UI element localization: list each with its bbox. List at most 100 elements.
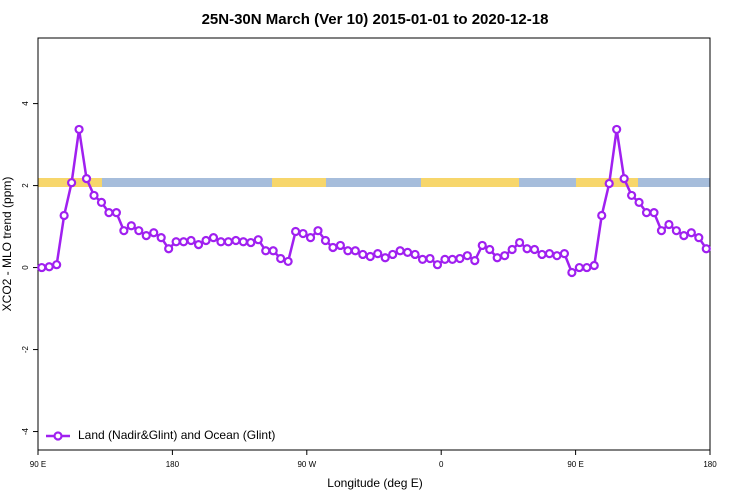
data-point <box>477 240 487 251</box>
data-point <box>492 253 502 263</box>
data-point <box>238 237 248 247</box>
data-point <box>403 247 413 258</box>
data-point <box>89 190 99 201</box>
legend-label: Land (Nadir&Glint) and Ocean (Glint) <box>78 428 275 442</box>
data-point <box>537 249 547 260</box>
data-point <box>179 237 189 247</box>
ocean-strip <box>38 178 710 187</box>
data-point <box>641 208 652 218</box>
data-point <box>313 226 323 236</box>
data-point <box>253 235 263 245</box>
data-point <box>343 246 353 256</box>
data-point <box>552 251 562 261</box>
data-point <box>111 208 122 218</box>
plot-frame <box>37 37 711 451</box>
x-tick-label: 90 E <box>567 460 583 469</box>
data-point <box>44 262 54 272</box>
data-point <box>500 251 510 261</box>
data-point <box>96 197 107 207</box>
data-point <box>470 256 480 266</box>
data-point <box>686 228 696 238</box>
y-tick-label: -2 <box>21 345 30 353</box>
land-strip <box>421 178 519 187</box>
data-point <box>328 242 338 253</box>
data-point <box>440 254 450 264</box>
data-point <box>298 228 308 239</box>
data-point <box>447 254 457 264</box>
data-point <box>559 249 570 259</box>
y-tick-label: 4 <box>21 101 30 106</box>
data-point <box>626 190 637 201</box>
data-point <box>574 262 584 273</box>
data-point <box>507 244 517 255</box>
data-point <box>694 233 704 243</box>
data-point <box>462 251 472 261</box>
data-point <box>126 221 136 231</box>
data-point <box>522 244 532 254</box>
data-point <box>567 267 577 278</box>
data-point <box>208 233 219 243</box>
data-point <box>544 249 555 259</box>
x-axis-label: Longitude (deg E) <box>327 476 422 490</box>
data-point <box>37 262 47 273</box>
y-tick-label: 2 <box>21 183 30 188</box>
data-point <box>246 237 256 248</box>
y-tick-label: 0 <box>21 265 30 270</box>
data-point <box>320 235 331 246</box>
legend-marker <box>53 431 63 441</box>
data-point <box>171 237 181 247</box>
data-point <box>634 197 644 207</box>
data-point <box>604 178 614 189</box>
data-point <box>701 244 711 254</box>
data-point <box>529 244 540 255</box>
data-point <box>66 178 77 188</box>
data-point <box>156 233 166 243</box>
data-point <box>589 260 599 271</box>
data-point <box>656 226 667 236</box>
data-point <box>455 253 465 264</box>
data-point <box>358 249 368 260</box>
data-point <box>134 226 144 236</box>
x-tick-label: 90 W <box>297 460 316 469</box>
data-point <box>365 251 375 262</box>
data-point <box>597 210 607 221</box>
data-point <box>52 260 62 270</box>
data-point <box>223 237 233 247</box>
data-point <box>216 237 226 247</box>
data-point <box>619 174 629 184</box>
data-point <box>149 228 159 238</box>
x-tick-label: 90 E <box>30 460 46 469</box>
data-point <box>305 233 316 243</box>
data-point <box>350 246 360 256</box>
data-point <box>335 240 345 251</box>
data-point <box>425 253 435 264</box>
data-point <box>612 124 622 135</box>
data-point <box>514 237 525 248</box>
data-point <box>104 208 114 218</box>
data-point <box>186 235 196 246</box>
data-point <box>395 246 405 256</box>
y-axis-label: XCO2 - MLO trend (ppm) <box>0 177 14 312</box>
chart-title: 25N-30N March (Ver 10) 2015-01-01 to 202… <box>202 11 549 28</box>
x-tick-label: 0 <box>439 460 444 469</box>
data-point <box>671 226 682 236</box>
data-point <box>201 235 211 246</box>
y-tick-label: -4 <box>21 427 30 435</box>
data-point <box>664 219 674 230</box>
land-strip <box>272 178 326 187</box>
data-point <box>268 246 278 256</box>
data-point <box>485 244 495 255</box>
data-point <box>59 210 69 221</box>
data-point <box>291 226 301 237</box>
data-point <box>410 249 420 260</box>
data-point <box>231 235 241 246</box>
data-point <box>276 253 286 264</box>
x-tick-label: 180 <box>166 460 180 469</box>
data-point <box>380 253 390 263</box>
data-point <box>432 260 443 270</box>
data-point <box>283 256 293 267</box>
data-point <box>261 246 271 256</box>
data-point <box>373 249 383 259</box>
data-point <box>119 226 129 236</box>
